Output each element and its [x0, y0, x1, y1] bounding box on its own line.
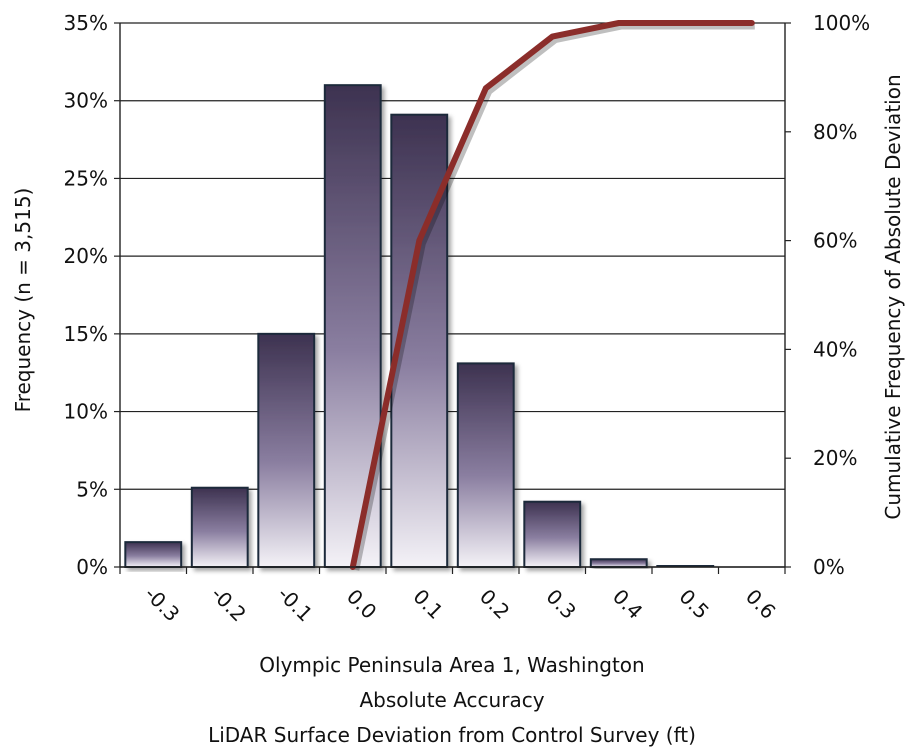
bars	[124, 84, 715, 569]
y2-axis-title: Cumulative Frequency of Absolute Deviati…	[881, 74, 905, 519]
y2-tick-label: 40%	[813, 337, 857, 361]
bar	[456, 362, 515, 569]
y-tick-label: 30%	[64, 89, 108, 113]
x-axis-title-line-3: LiDAR Surface Deviation from Control Sur…	[208, 723, 696, 747]
bar	[589, 558, 648, 569]
x-axis-title-line-2: Absolute Accuracy	[359, 688, 544, 712]
y-tick-label: 15%	[64, 322, 108, 346]
gridlines	[120, 22, 785, 568]
bar	[124, 541, 183, 568]
cumulative-line-path	[349, 20, 755, 570]
axes	[114, 22, 791, 574]
x-tick-label: 0.1	[408, 584, 447, 623]
y-tick-label: 5%	[76, 477, 108, 501]
cumulative-line	[349, 20, 755, 571]
y-tick-label: 10%	[64, 400, 108, 424]
y2-tick-label: 80%	[813, 120, 857, 144]
y-tick-label: 25%	[64, 166, 108, 190]
y2-tick-label: 100%	[813, 11, 870, 35]
x-tick-label: 0.5	[674, 584, 713, 623]
y2-tick-label: 20%	[813, 446, 857, 470]
bar	[523, 500, 582, 568]
x-tick-label: -0.2	[206, 582, 251, 627]
y2-tick-label: 0%	[813, 555, 845, 579]
x-tick-label: 0.4	[608, 584, 647, 623]
y-tick-label: 20%	[64, 244, 108, 268]
bar	[257, 332, 316, 568]
x-tick-label: -0.3	[140, 582, 185, 627]
x-tick-label: 0.6	[741, 584, 780, 623]
y-tick-label: 0%	[76, 555, 108, 579]
y-axis-title: Frequency (n = 3,515)	[11, 188, 35, 413]
bar	[190, 486, 249, 568]
x-tick-label: 0.0	[342, 584, 381, 623]
x-tick-label: 0.3	[541, 584, 580, 623]
x-tick-label: 0.2	[475, 584, 514, 623]
x-tick-label: -0.1	[273, 582, 318, 627]
x-axis-title-line-1: Olympic Peninsula Area 1, Washington	[259, 653, 644, 677]
y2-tick-label: 60%	[813, 229, 857, 253]
y-tick-label: 35%	[64, 11, 108, 35]
